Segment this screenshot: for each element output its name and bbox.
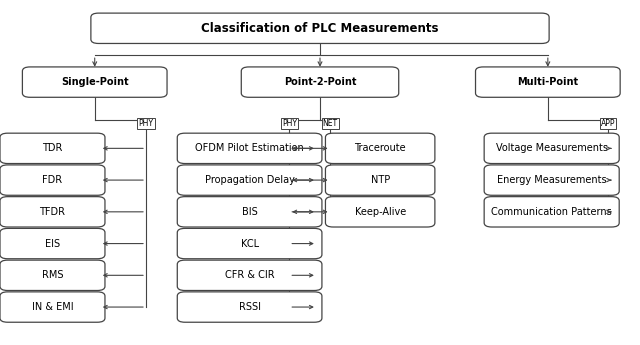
Text: KCL: KCL [241,239,259,248]
FancyBboxPatch shape [325,197,435,227]
Text: NET: NET [323,119,338,128]
Text: RSSI: RSSI [239,302,260,312]
Text: TFDR: TFDR [40,207,65,217]
FancyBboxPatch shape [484,165,620,195]
FancyBboxPatch shape [484,133,620,164]
Text: Point-2-Point: Point-2-Point [284,77,356,87]
Text: CFR & CIR: CFR & CIR [225,270,275,280]
FancyBboxPatch shape [325,133,435,164]
Text: EIS: EIS [45,239,60,248]
Text: Single-Point: Single-Point [61,77,129,87]
FancyBboxPatch shape [484,197,620,227]
FancyBboxPatch shape [241,67,399,97]
FancyBboxPatch shape [325,165,435,195]
FancyBboxPatch shape [0,260,105,290]
FancyBboxPatch shape [0,228,105,259]
Text: NTP: NTP [371,175,390,185]
FancyBboxPatch shape [177,228,322,259]
Text: Communication Patterns: Communication Patterns [492,207,612,217]
Text: PHY: PHY [138,119,154,128]
Text: Traceroute: Traceroute [355,144,406,153]
Text: OFDM Pilot Estimation: OFDM Pilot Estimation [195,144,304,153]
FancyBboxPatch shape [0,197,105,227]
FancyBboxPatch shape [177,292,322,322]
FancyBboxPatch shape [91,13,549,43]
FancyBboxPatch shape [177,165,322,195]
Text: Energy Measurements: Energy Measurements [497,175,607,185]
FancyBboxPatch shape [177,260,322,290]
Text: TDR: TDR [42,144,63,153]
Text: FDR: FDR [42,175,63,185]
FancyBboxPatch shape [22,67,167,97]
Text: PHY: PHY [282,119,297,128]
Text: Propagation Delay: Propagation Delay [205,175,294,185]
FancyBboxPatch shape [0,292,105,322]
Text: IN & EMI: IN & EMI [31,302,74,312]
Text: Classification of PLC Measurements: Classification of PLC Measurements [201,22,439,35]
FancyBboxPatch shape [0,133,105,164]
FancyBboxPatch shape [0,165,105,195]
Text: Multi-Point: Multi-Point [517,77,579,87]
FancyBboxPatch shape [177,197,322,227]
Text: Voltage Measurements: Voltage Measurements [495,144,608,153]
Text: APP: APP [601,119,615,128]
FancyBboxPatch shape [476,67,620,97]
Text: Keep-Alive: Keep-Alive [355,207,406,217]
Text: BIS: BIS [242,207,257,217]
Text: RMS: RMS [42,270,63,280]
FancyBboxPatch shape [177,133,322,164]
